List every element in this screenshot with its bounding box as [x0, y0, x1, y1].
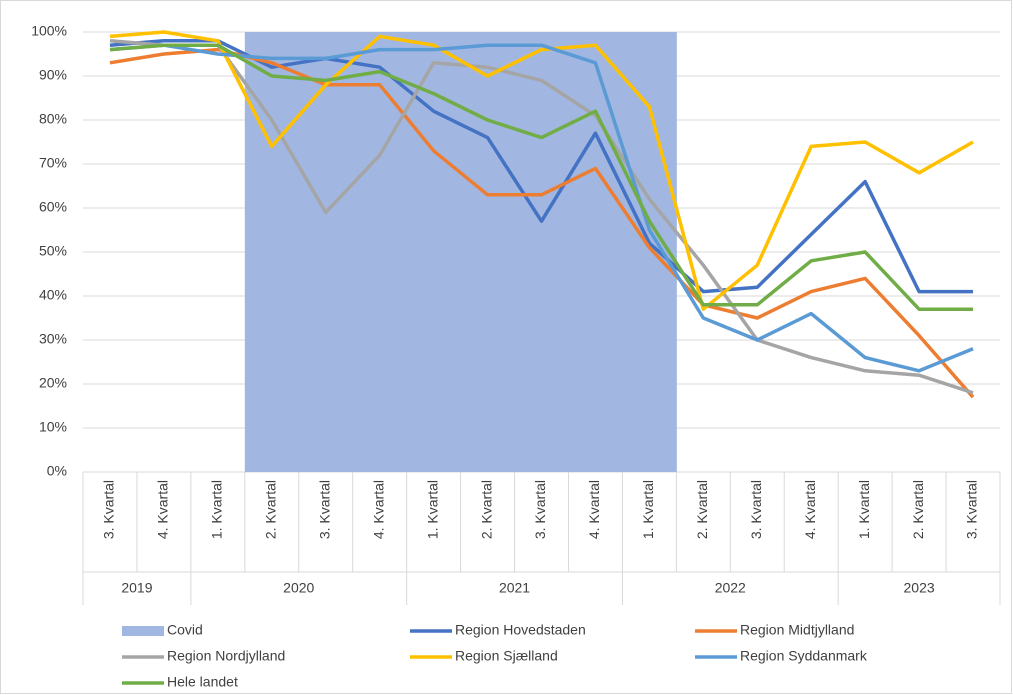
x-tick-label: 1. Kvartal	[209, 480, 225, 539]
legend-label: Region Midtjylland	[740, 622, 854, 638]
x-tick-label: 3. Kvartal	[316, 480, 332, 539]
x-tick-label: 1. Kvartal	[424, 480, 440, 539]
series-line	[109, 43, 974, 373]
x-tick-label: 4. Kvartal	[155, 480, 171, 539]
series-line	[109, 30, 974, 311]
x-tick-label: 4. Kvartal	[802, 480, 818, 539]
bar	[244, 32, 300, 472]
legend-label: Region Nordjylland	[167, 648, 285, 664]
x-group-label: 2019	[121, 580, 152, 596]
x-group-label: 2023	[904, 580, 935, 596]
legend-label: Region Sjælland	[455, 648, 558, 664]
legend-label: Covid	[167, 622, 203, 638]
y-tick-label: 10%	[39, 419, 67, 435]
x-tick-label: 2. Kvartal	[694, 480, 710, 539]
y-tick-label: 100%	[31, 23, 67, 39]
y-tick-label: 50%	[39, 243, 67, 259]
y-tick-label: 70%	[39, 155, 67, 171]
x-tick-label: 3. Kvartal	[748, 480, 764, 539]
legend-label: Hele landet	[167, 674, 238, 690]
x-tick-label: 1. Kvartal	[640, 480, 656, 539]
bar	[514, 32, 569, 472]
x-group-label: 2021	[499, 580, 530, 596]
x-group-label: 2020	[283, 580, 314, 596]
y-tick-label: 30%	[39, 331, 67, 347]
legend-swatch	[122, 626, 164, 636]
x-tick-label: 3. Kvartal	[101, 480, 117, 539]
y-tick-label: 60%	[39, 199, 67, 215]
series-line	[109, 39, 974, 395]
series-line	[109, 43, 974, 311]
y-tick-label: 40%	[39, 287, 67, 303]
legend-label: Region Syddanmark	[740, 648, 868, 664]
bar	[568, 32, 623, 472]
x-group-label: 2022	[715, 580, 746, 596]
x-tick-label: 1. Kvartal	[856, 480, 872, 539]
x-tick-label: 2. Kvartal	[262, 480, 278, 539]
x-tick-label: 3. Kvartal	[964, 480, 980, 539]
y-tick-label: 80%	[39, 111, 67, 127]
bar	[352, 32, 408, 472]
x-tick-label: 2. Kvartal	[910, 480, 926, 539]
x-tick-label: 3. Kvartal	[532, 480, 548, 539]
y-tick-label: 90%	[39, 67, 67, 83]
bar	[406, 32, 462, 472]
legend-label: Region Hovedstaden	[455, 622, 586, 638]
bar	[460, 32, 516, 472]
bar	[298, 32, 354, 472]
x-tick-label: 2. Kvartal	[478, 480, 494, 539]
x-tick-label: 4. Kvartal	[586, 480, 602, 539]
x-tick-label: 4. Kvartal	[370, 480, 386, 539]
y-tick-label: 20%	[39, 375, 67, 391]
y-tick-label: 0%	[47, 463, 67, 479]
